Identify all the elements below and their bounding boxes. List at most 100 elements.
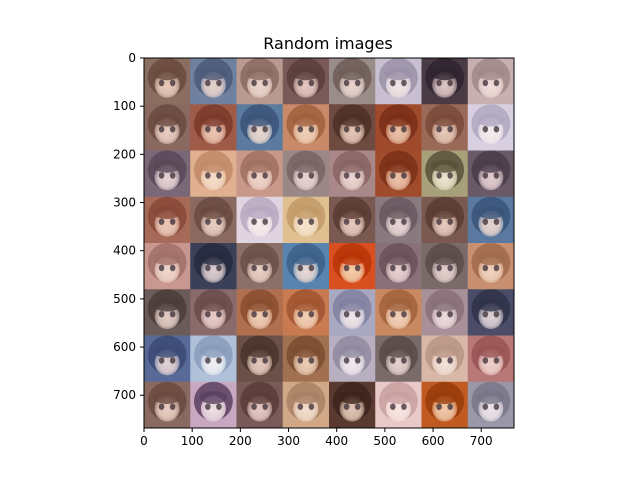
tile-bangs — [477, 391, 505, 404]
tile-bangs — [384, 344, 413, 358]
tile-eye-left — [436, 172, 442, 179]
tile-eye-left — [436, 357, 442, 364]
x-tick-label: 500 — [373, 434, 396, 448]
tile-bangs — [199, 298, 228, 312]
tile-eye-right — [262, 310, 268, 318]
tile-bangs — [430, 298, 459, 312]
tile-eye-right — [401, 264, 407, 272]
image-tile — [421, 242, 469, 290]
image-tile — [282, 196, 330, 244]
image-tile — [421, 381, 469, 429]
tile-bangs — [477, 252, 505, 266]
tile-bangs — [153, 113, 181, 127]
tile-eye-left — [482, 357, 489, 364]
tile-eye-right — [493, 264, 500, 272]
image-tile — [282, 335, 330, 383]
image-tile — [236, 150, 284, 198]
tile-eye-right — [354, 310, 361, 318]
image-tile — [467, 58, 515, 105]
tile-eye-right — [262, 357, 268, 364]
tile-eye-left — [297, 357, 304, 364]
tile-eye-right — [401, 310, 407, 318]
tile-eye-right — [401, 403, 407, 410]
tile-eye-left — [390, 172, 396, 179]
tile-eye-left — [482, 218, 489, 225]
tile-eye-left — [390, 403, 396, 410]
tile-bangs — [245, 298, 274, 312]
tile-eye-left — [343, 403, 350, 410]
tile-eye-left — [297, 125, 304, 133]
tile-bangs — [199, 67, 228, 81]
x-axis: 0 100 200 300 400 500 600 700 — [140, 428, 493, 448]
tile-eye-right — [308, 357, 315, 364]
image-tile — [375, 58, 422, 105]
image-tile — [375, 242, 422, 290]
tile-eye-right — [401, 357, 407, 364]
image-tile — [144, 150, 191, 198]
tile-eye-left — [390, 357, 396, 364]
tile-eye-right — [216, 264, 222, 272]
tile-eye-right — [493, 172, 500, 179]
tile-bangs — [199, 159, 228, 173]
tile-bangs — [338, 391, 366, 404]
tile-bangs — [199, 344, 228, 358]
x-tick-label: 400 — [325, 434, 348, 448]
tile-eye-right — [447, 403, 453, 410]
tile-eye-left — [251, 357, 257, 364]
tile-bangs — [292, 298, 320, 312]
tile-eye-left — [297, 79, 304, 87]
tile-bangs — [245, 159, 274, 173]
tile-eye-left — [251, 125, 257, 133]
tile-bangs — [292, 67, 320, 81]
tile-eye-left — [482, 172, 489, 179]
tile-bangs — [338, 298, 366, 312]
tile-bangs — [384, 67, 413, 81]
tile-eye-right — [169, 125, 176, 133]
tile-eye-right — [308, 310, 315, 318]
tile-eye-left — [251, 403, 257, 410]
image-tile — [190, 335, 237, 383]
tile-eye-left — [436, 310, 442, 318]
tile-eye-right — [354, 403, 361, 410]
y-tick-label: 600 — [113, 340, 136, 354]
image-tile — [467, 150, 515, 198]
tile-eye-left — [158, 264, 165, 272]
tile-eye-left — [436, 125, 442, 133]
tile-bangs — [292, 206, 320, 219]
tile-bangs — [153, 344, 181, 358]
tile-bangs — [292, 391, 320, 404]
tile-bangs — [477, 344, 505, 358]
tile-bangs — [430, 391, 459, 404]
tile-eye-right — [169, 172, 176, 179]
tile-eye-left — [390, 264, 396, 272]
tile-eye-right — [216, 79, 222, 87]
tile-eye-left — [390, 310, 396, 318]
tile-bangs — [430, 206, 459, 219]
tile-bangs — [292, 113, 320, 127]
image-tile — [282, 104, 330, 151]
tile-eye-left — [205, 79, 211, 87]
image-tile — [144, 381, 191, 429]
tile-eye-right — [354, 357, 361, 364]
image-tile — [144, 289, 191, 336]
image-tile — [467, 335, 515, 383]
tile-eye-right — [447, 79, 453, 87]
tile-eye-left — [297, 310, 304, 318]
y-tick-label: 700 — [113, 388, 136, 402]
image-tile — [467, 242, 515, 290]
x-tick-label: 0 — [140, 434, 148, 448]
image-tile — [190, 381, 237, 429]
tile-bangs — [245, 206, 274, 219]
tile-eye-left — [205, 357, 211, 364]
image-tile — [190, 242, 237, 290]
tile-eye-left — [343, 310, 350, 318]
tile-eye-right — [493, 357, 500, 364]
tile-bangs — [153, 206, 181, 219]
tile-eye-left — [482, 79, 489, 87]
x-tick-label: 300 — [277, 434, 300, 448]
image-tile — [329, 381, 376, 429]
tile-eye-right — [493, 403, 500, 410]
image-tile — [190, 104, 237, 151]
x-tick-label: 100 — [181, 434, 204, 448]
image-tile — [190, 58, 237, 105]
